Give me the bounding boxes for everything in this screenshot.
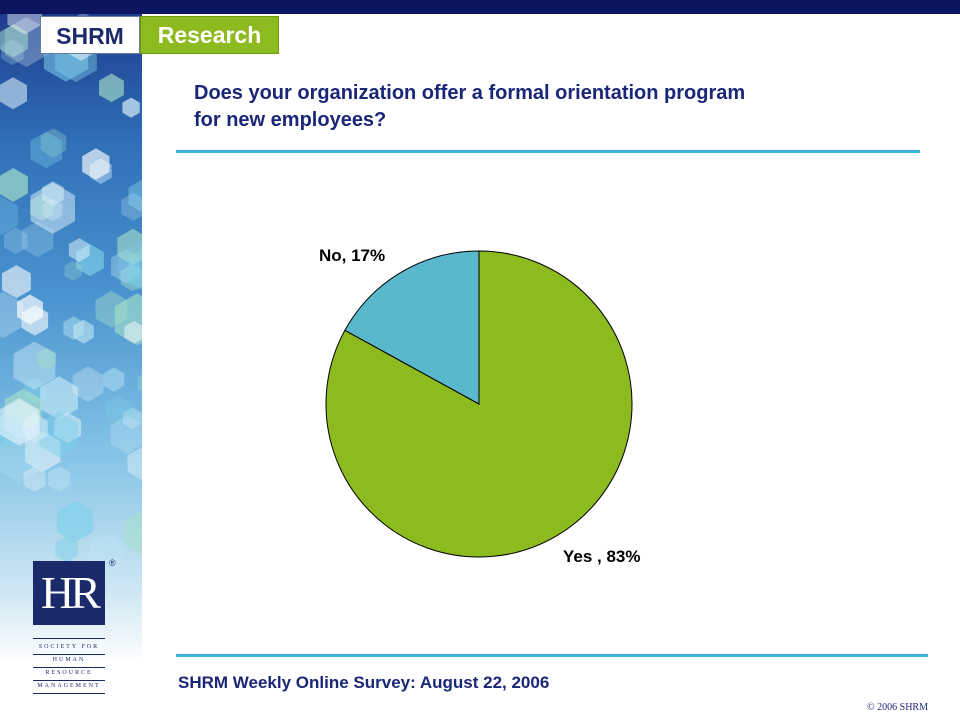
bokeh-hexagon bbox=[0, 412, 25, 447]
bokeh-hexagon bbox=[124, 511, 142, 555]
copyright-notice: © 2006 SHRM bbox=[867, 702, 928, 713]
bokeh-hexagon bbox=[55, 536, 78, 563]
bokeh-hexagon bbox=[22, 413, 48, 444]
bokeh-hexagon bbox=[122, 97, 140, 118]
bokeh-hexagon bbox=[54, 412, 82, 444]
bokeh-hexagon bbox=[124, 321, 142, 344]
bokeh-hexagon bbox=[127, 446, 142, 481]
registered-mark-icon: ® bbox=[109, 558, 116, 568]
logo-word-2: HUMAN bbox=[52, 657, 86, 663]
logo-word-4: MANAGEMENT bbox=[37, 683, 101, 689]
bokeh-hexagon bbox=[56, 500, 93, 543]
bokeh-hexagon bbox=[23, 466, 46, 492]
survey-source: SHRM Weekly Online Survey: August 22, 20… bbox=[178, 673, 550, 692]
bokeh-hexagon bbox=[121, 192, 142, 221]
shrm-research-logo: SHRM Research bbox=[40, 16, 279, 56]
bokeh-hexagon bbox=[95, 290, 128, 328]
bokeh-hexagon bbox=[40, 376, 78, 420]
top-banner-bar bbox=[0, 0, 960, 14]
logo-divider bbox=[33, 693, 105, 694]
bokeh-hexagon bbox=[123, 407, 142, 430]
logo-shrm-text: SHRM bbox=[40, 16, 140, 54]
logo-divider bbox=[33, 667, 105, 668]
logo-divider bbox=[33, 680, 105, 681]
bokeh-hexagon bbox=[39, 411, 79, 457]
bokeh-hexagon bbox=[1, 39, 24, 66]
bokeh-hexagon bbox=[120, 263, 142, 292]
slide-title: Does your organization offer a formal or… bbox=[194, 80, 894, 134]
bokeh-hexagon bbox=[30, 131, 63, 169]
bokeh-hexagon bbox=[30, 182, 76, 234]
logo-divider bbox=[33, 638, 105, 639]
bokeh-hexagon bbox=[128, 179, 142, 213]
bokeh-hexagon bbox=[0, 398, 40, 446]
bokeh-hexagon bbox=[36, 347, 56, 370]
bokeh-hexagon bbox=[7, 14, 42, 35]
bokeh-hexagon bbox=[13, 341, 56, 390]
bokeh-hexagon bbox=[3, 400, 37, 439]
bokeh-hexagon bbox=[0, 168, 28, 202]
bokeh-hexagon bbox=[64, 260, 82, 281]
bokeh-hexagon bbox=[2, 265, 31, 299]
logo-word-3: RESOURCE bbox=[45, 670, 93, 676]
bokeh-hexagon bbox=[68, 238, 90, 262]
logo-word-1: SOCIETY FOR bbox=[38, 644, 100, 650]
bokeh-hexagon bbox=[17, 294, 43, 325]
bokeh-hexagon bbox=[99, 73, 124, 103]
bokeh-hexagon bbox=[48, 466, 71, 492]
pie-slice-no bbox=[344, 250, 480, 405]
bokeh-hexagon bbox=[21, 221, 54, 258]
bokeh-hexagon bbox=[4, 227, 28, 255]
bokeh-hexagon bbox=[0, 77, 27, 110]
data-label-no: No, 17% bbox=[319, 246, 385, 265]
logo-research-text: Research bbox=[140, 16, 279, 54]
bokeh-hexagon bbox=[118, 242, 142, 290]
bokeh-hexagon bbox=[106, 395, 131, 425]
hr-mark: HR bbox=[33, 561, 105, 625]
title-divider bbox=[176, 150, 920, 153]
bokeh-hexagon bbox=[0, 196, 18, 235]
data-label-yes: Yes , 83% bbox=[563, 547, 641, 566]
slide-title-line-1: Does your organization offer a formal or… bbox=[194, 82, 746, 104]
bokeh-hexagon bbox=[72, 366, 104, 402]
bokeh-hexagon bbox=[137, 374, 142, 392]
bokeh-hexagon bbox=[82, 148, 110, 180]
bokeh-hexagon bbox=[40, 128, 67, 158]
bokeh-hexagon bbox=[110, 415, 142, 454]
slide-title-line-2: for new employees? bbox=[194, 109, 387, 131]
bokeh-hexagon bbox=[73, 319, 94, 344]
bokeh-hexagon bbox=[103, 367, 125, 392]
footer-divider bbox=[176, 654, 928, 657]
bokeh-hexagon bbox=[117, 228, 142, 265]
logo-divider bbox=[33, 654, 105, 655]
bokeh-hexagon bbox=[0, 24, 28, 58]
bokeh-hexagon bbox=[114, 293, 142, 346]
